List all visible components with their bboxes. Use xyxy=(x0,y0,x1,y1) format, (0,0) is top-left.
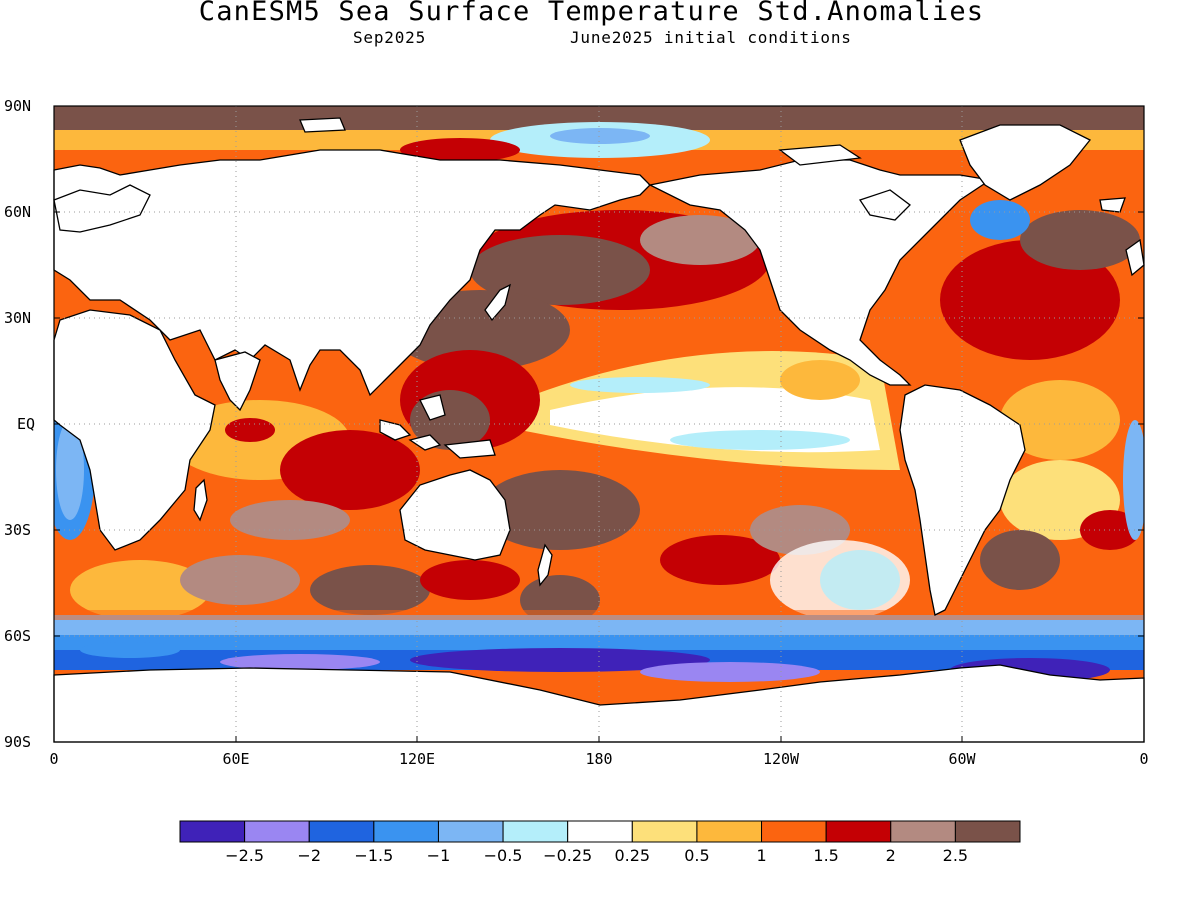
forecast-month: Sep2025 xyxy=(353,28,427,47)
lon-label: 120E xyxy=(398,750,436,768)
south-america xyxy=(899,384,1026,616)
lon-label: 120W xyxy=(762,750,800,768)
colorbar-tick-label: −2.5 xyxy=(225,846,265,865)
colorbar-tick-label: 0.5 xyxy=(684,846,710,865)
lat-label: 90N xyxy=(4,97,32,115)
new-zealand xyxy=(537,543,553,587)
initial-conditions-label: June2025 initial conditions xyxy=(570,28,852,47)
madagascar xyxy=(193,478,208,522)
colorbar-swatch xyxy=(761,820,827,843)
greenland xyxy=(959,124,1092,201)
colorbar-tick-label: 2 xyxy=(885,846,896,865)
map-title: CanESM5 Sea Surface Temperature Std.Anom… xyxy=(198,0,985,27)
colorbar-tick-label: −0.5 xyxy=(483,846,523,865)
colorbar-swatch xyxy=(502,820,569,843)
lat-label: 90S xyxy=(4,733,32,751)
colorbar-tick-label: 1.5 xyxy=(813,846,839,865)
colorbar-swatch xyxy=(373,820,439,843)
colorbar-swatch xyxy=(179,820,246,843)
africa xyxy=(53,309,216,551)
colorbar-tick-label: 2.5 xyxy=(942,846,969,865)
lat-label: 30S xyxy=(4,521,32,539)
graticule xyxy=(54,106,1144,742)
colorbar-tick-label: −1.5 xyxy=(354,846,394,865)
colorbar-swatch xyxy=(696,820,763,843)
lon-label: 0 xyxy=(49,750,59,768)
colorbar xyxy=(179,820,1021,843)
north-america xyxy=(648,159,992,386)
india xyxy=(214,351,261,412)
colorbar-swatch xyxy=(244,820,310,843)
colorbar-tick-label: −1 xyxy=(426,846,451,865)
colorbar-swatch xyxy=(825,820,892,843)
lon-label: 180 xyxy=(585,750,613,768)
lon-label: 60E xyxy=(222,750,250,768)
lon-label: 0 xyxy=(1139,750,1149,768)
lat-label: 30N xyxy=(4,309,32,327)
colorbar-swatch xyxy=(631,820,698,843)
lat-label: 60N xyxy=(4,203,32,221)
colorbar-swatch xyxy=(437,820,504,843)
colorbar-swatch xyxy=(308,820,375,843)
colorbar-tick-label: 0.25 xyxy=(614,846,651,865)
lat-label: EQ xyxy=(17,415,36,433)
colorbar-swatch xyxy=(567,820,633,843)
colorbar-swatch xyxy=(954,820,1021,843)
colorbar-swatch xyxy=(890,820,956,843)
axis-ticks xyxy=(54,105,1144,743)
continents xyxy=(53,117,1145,743)
lat-label: 60S xyxy=(4,627,32,645)
colorbar-tick-label: −0.25 xyxy=(543,846,593,865)
lon-label: 60W xyxy=(948,750,976,768)
colorbar-tick-label: 1 xyxy=(756,846,767,865)
colorbar-tick-label: −2 xyxy=(297,846,322,865)
